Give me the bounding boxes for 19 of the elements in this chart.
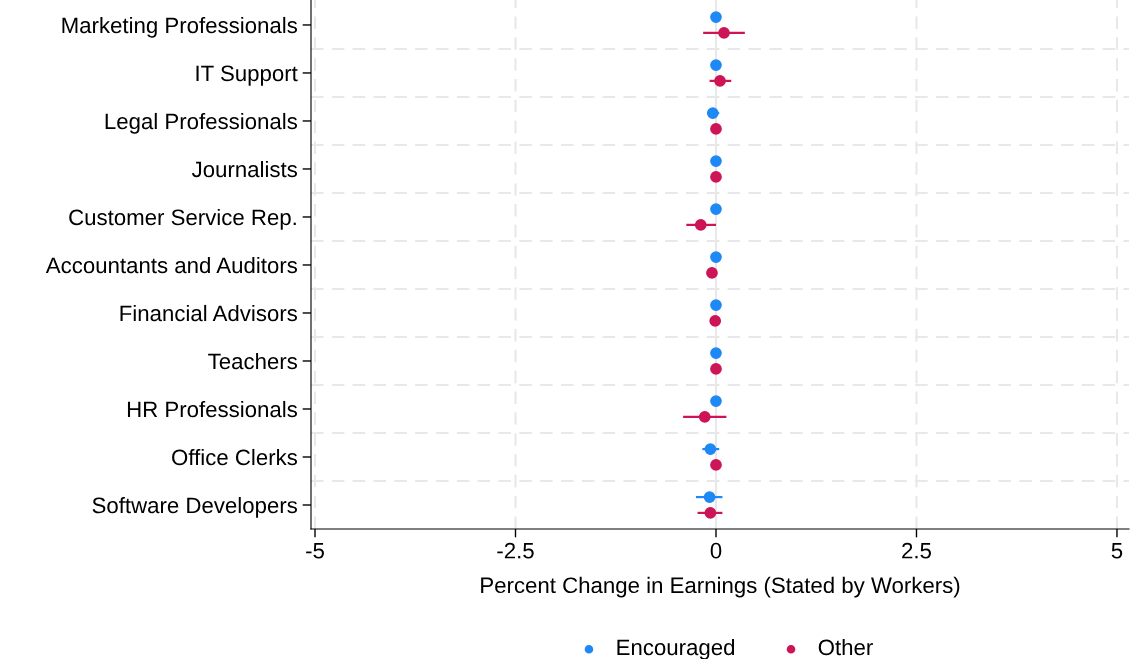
y-tick-label: HR Professionals <box>127 400 298 418</box>
y-tick-label: Journalists <box>191 160 298 178</box>
y-tick-label: Office Clerks <box>172 448 298 466</box>
y-tick-label: IT Support <box>196 65 298 86</box>
legend-label: Encouraged <box>617 638 735 659</box>
x-axis-title: Percent Change in Earnings (Stated by Workers) <box>481 576 960 598</box>
y-tick-label: Software Developers <box>92 496 298 518</box>
legend-label: Other <box>818 638 873 656</box>
x-tick-label: -2.5 <box>497 542 534 559</box>
y-tick-label: Legal Professionals <box>105 112 298 134</box>
x-tick-label: 0 <box>710 542 722 559</box>
y-tick-label: Accountants and Auditors <box>45 256 298 274</box>
y-tick-label: Customer Service Rep. <box>69 208 296 230</box>
x-tick-label: 5 <box>1111 543 1123 559</box>
y-tick-label: Marketing Professionals <box>62 16 298 38</box>
x-tick-label: 2.5 <box>902 542 931 559</box>
x-tick-label: -5 <box>306 543 324 559</box>
y-tick-label: Teachers <box>208 352 298 370</box>
y-tick-label: Financial Advisors <box>120 304 298 322</box>
